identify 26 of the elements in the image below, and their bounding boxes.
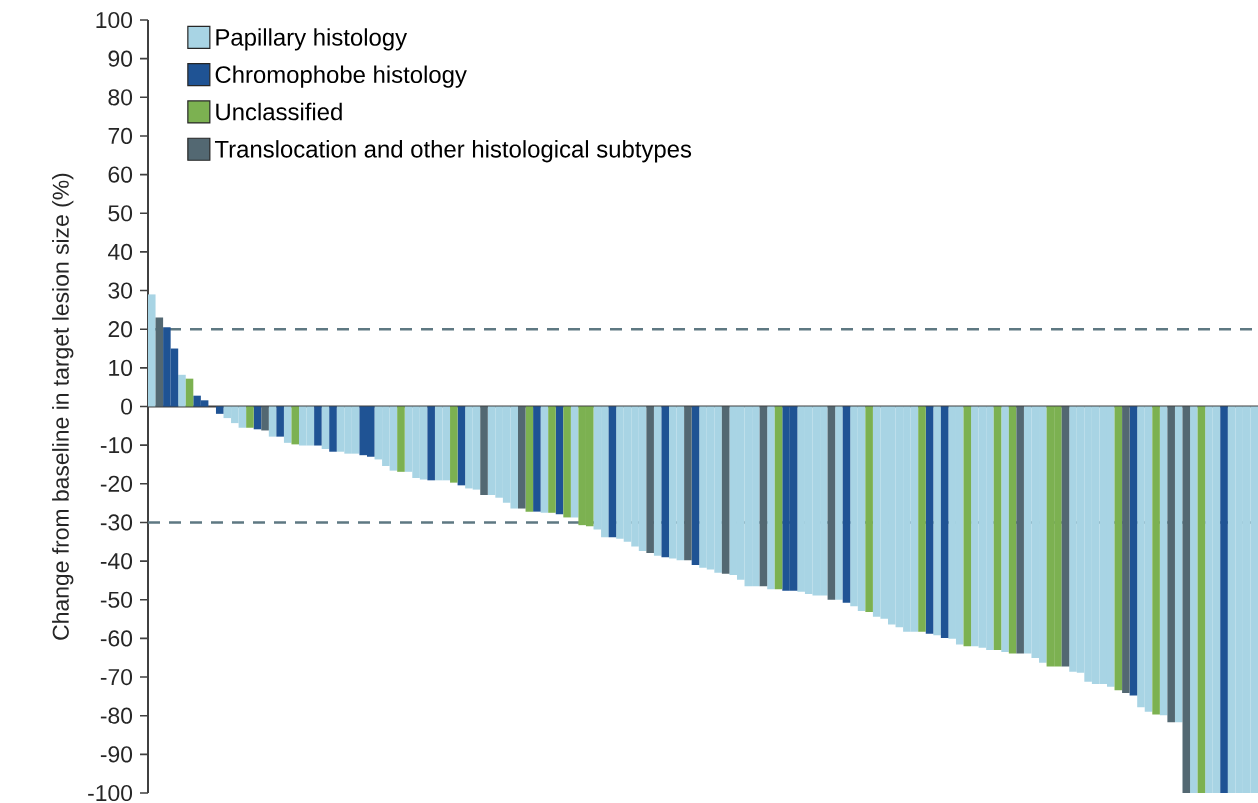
legend-label: Unclassified (216, 102, 342, 121)
y-tick-label: -70 (100, 668, 133, 686)
y-tick-label: 20 (108, 321, 133, 338)
y-tick-label: 80 (108, 89, 133, 106)
y-tick-label: -30 (100, 514, 133, 531)
y-tick-label: 0 (121, 398, 133, 415)
y-tick-label: -50 (100, 591, 133, 608)
y-tick-label: -40 (100, 552, 133, 570)
y-tick-label: 60 (108, 166, 133, 183)
legend-label: Papillary histology (216, 28, 408, 51)
legend-label: Translocation and other histological subtypes (214, 140, 692, 163)
y-axis-title: Change from baseline in target lesion size (%) (52, 173, 74, 640)
y-tick-label: -100 (88, 784, 133, 802)
y-tick-label: -80 (100, 707, 133, 724)
y-tick-label: 100 (96, 11, 133, 29)
y-tick-label: 50 (108, 205, 133, 222)
y-tick-label: 10 (109, 359, 133, 376)
y-tick-label: 30 (108, 282, 133, 299)
legend-label: Chromophobe histology (215, 65, 467, 88)
y-tick-label: -60 (100, 630, 133, 647)
y-tick-label: 70 (108, 127, 133, 145)
y-tick-label: -20 (100, 475, 133, 492)
y-tick-label: -10 (100, 437, 133, 454)
y-tick-label: 90 (108, 50, 133, 67)
y-tick-label: -90 (100, 746, 133, 763)
y-tick-label: 40 (108, 243, 133, 260)
